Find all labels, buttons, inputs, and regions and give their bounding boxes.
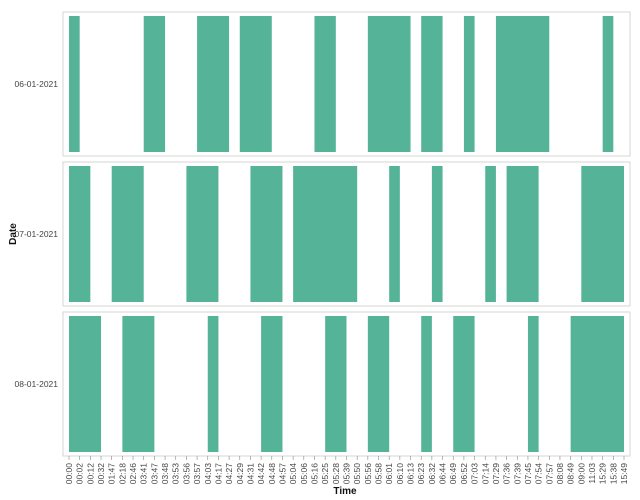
interval-bar (570, 316, 624, 452)
interval-bar (69, 16, 80, 152)
x-tick-label: 00:12 (85, 463, 95, 485)
date-label: 06-01-2021 (15, 79, 59, 89)
interval-bar (293, 166, 358, 302)
date-label: 08-01-2021 (15, 379, 59, 389)
interval-bar (207, 316, 219, 452)
interval-bar (314, 16, 336, 152)
interval-bar (325, 316, 347, 452)
x-tick-label: 07:29 (491, 463, 501, 485)
x-tick-label: 04:03 (203, 463, 213, 485)
interval-bar (197, 16, 230, 152)
x-tick-label: 03:47 (149, 463, 159, 485)
x-tick-label: 00:00 (64, 463, 74, 485)
x-tick-label: 05:58 (374, 463, 384, 485)
x-tick-label: 01:47 (107, 463, 117, 485)
x-tick-label: 04:57 (277, 463, 287, 485)
x-tick-label: 02:46 (128, 463, 138, 485)
x-tick-label: 07:03 (470, 463, 480, 485)
interval-bar (431, 166, 443, 302)
x-tick-label: 00:32 (96, 463, 106, 485)
x-tick-label: 08:08 (555, 463, 565, 485)
interval-bar (367, 316, 390, 452)
x-tick-label: 03:48 (160, 463, 170, 485)
x-tick-label: 04:17 (213, 463, 223, 485)
x-tick-label: 07:14 (480, 463, 490, 485)
x-tick-label: 15:49 (619, 463, 629, 485)
date-label: 07-01-2021 (15, 229, 59, 239)
x-axis-title: Time (333, 486, 357, 497)
x-tick-label: 03:41 (139, 463, 149, 485)
x-tick-label: 07:45 (523, 463, 533, 485)
interval-bar (69, 316, 102, 452)
interval-bar (421, 316, 432, 452)
x-tick-label: 00:02 (75, 463, 85, 485)
interval-bar (143, 16, 166, 152)
panel-07-01-2021 (62, 161, 631, 307)
x-tick-label: 06:01 (384, 463, 394, 485)
x-tick-label: 03:53 (171, 463, 181, 485)
interval-bar (495, 16, 550, 152)
interval-bar (463, 16, 475, 152)
interval-bar (367, 16, 411, 152)
x-tick-label: 07:36 (502, 463, 512, 485)
x-tick-label: 05:56 (363, 463, 373, 485)
x-tick-label: 05:28 (331, 463, 341, 485)
bars (69, 16, 624, 452)
interval-bar (506, 166, 539, 302)
interval-bar (581, 166, 624, 302)
x-tick-label: 07:57 (544, 463, 554, 485)
x-tick-label: 15:29 (598, 463, 608, 485)
x-tick-label: 05:16 (309, 463, 319, 485)
interval-bar (527, 316, 539, 452)
x-tick-label: 11:03 (587, 463, 597, 484)
interval-bar (239, 16, 272, 152)
x-axis-ticks: 00:00 00:02 00:12 00:32 01:47 02:18 02:46 03:41… (64, 456, 629, 484)
x-tick-label: 06:52 (459, 463, 469, 485)
x-tick-label: 15:38 (608, 463, 618, 485)
interval-bar (453, 316, 475, 452)
interval-bar (485, 166, 496, 302)
x-tick-label: 09:00 (576, 463, 586, 485)
x-tick-label: 06:23 (416, 463, 426, 485)
x-tick-label: 07:39 (512, 463, 522, 485)
x-tick-label: 04:31 (245, 463, 255, 485)
x-tick-label: 08:49 (566, 463, 576, 485)
interval-bar (250, 166, 283, 302)
x-tick-label: 06:44 (438, 463, 448, 485)
x-tick-label: 02:18 (117, 463, 127, 485)
interval-bar (421, 16, 443, 152)
x-tick-label: 06:32 (427, 463, 437, 485)
y-axis-title: Date (8, 223, 19, 245)
x-tick-label: 05:04 (288, 463, 298, 485)
x-tick-label: 04:29 (235, 463, 245, 485)
x-tick-label: 03:57 (192, 463, 202, 485)
x-tick-label: 06:10 (395, 463, 405, 485)
panel-06-01-2021 (62, 11, 631, 157)
interval-bar (186, 166, 219, 302)
x-tick-label: 04:27 (224, 463, 234, 485)
x-tick-label: 03:56 (181, 463, 191, 485)
interval-bar (111, 166, 144, 302)
x-tick-label: 06:49 (448, 463, 458, 485)
date-labels: 06-01-2021 07-01-2021 08-01-2021 (15, 79, 59, 389)
x-tick-label: 07:54 (534, 463, 544, 485)
x-tick-label: 05:06 (299, 463, 309, 485)
x-tick-label: 05:50 (352, 463, 362, 485)
interval-bar (122, 316, 155, 452)
interval-bar (389, 166, 400, 302)
x-tick-label: 06:13 (406, 463, 416, 485)
interval-bar (602, 16, 614, 152)
x-tick-label: 05:39 (342, 463, 352, 485)
x-tick-label: 05:25 (320, 463, 330, 485)
interval-bar (261, 316, 283, 452)
x-tick-label: 04:42 (256, 463, 266, 485)
interval-bar (69, 166, 91, 302)
x-tick-label: 04:48 (267, 463, 277, 485)
